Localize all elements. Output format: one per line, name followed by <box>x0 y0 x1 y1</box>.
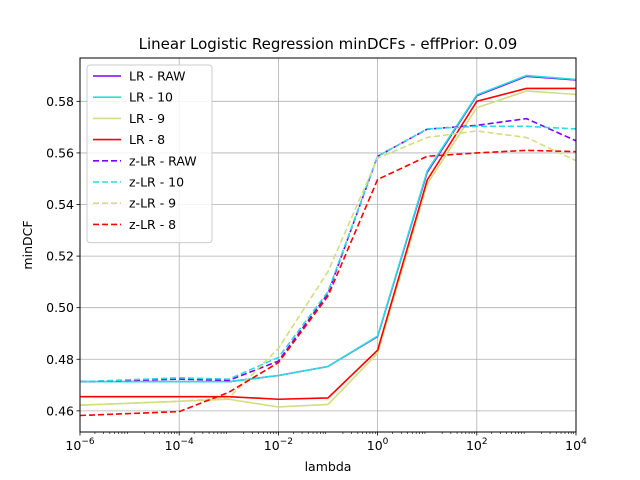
y-tick-label: 0.56 <box>46 145 74 160</box>
series-line-z-lr-10 <box>79 125 577 383</box>
series-line-lr-9 <box>79 90 577 408</box>
x-axis-ticks: 10−6 10−4 10−2 100 102 104 <box>65 432 587 453</box>
x-tick-label: 10−4 <box>165 437 194 453</box>
x-axis-label: lambda <box>305 459 352 474</box>
x-tick-label: 10−2 <box>264 437 293 453</box>
legend-label: z-LR - 10 <box>129 175 184 190</box>
legend-label: z-LR - 9 <box>129 196 176 211</box>
y-tick-label: 0.50 <box>46 300 74 315</box>
legend-label: z-LR - RAW <box>129 153 197 168</box>
series-line-z-lr-9 <box>79 130 577 406</box>
series-line-z-lr-raw <box>79 117 577 383</box>
y-tick-label: 0.58 <box>46 94 74 109</box>
y-tick-label: 0.52 <box>46 249 74 264</box>
legend-label: LR - 10 <box>129 90 173 105</box>
series-line-lr-8 <box>80 87 576 401</box>
y-tick-label: 0.48 <box>46 352 74 367</box>
legend-label: LR - 9 <box>129 111 165 126</box>
x-tick-label: 10−6 <box>65 437 94 453</box>
legend-label: LR - RAW <box>129 69 186 84</box>
y-axis-label: minDCF <box>20 220 35 269</box>
x-tick-label: 100 <box>367 437 389 453</box>
y-tick-label: 0.54 <box>46 197 74 212</box>
y-axis-ticks: 0.46 0.48 0.50 0.52 0.54 0.56 0.58 <box>46 94 80 418</box>
legend-box <box>86 64 213 244</box>
plot-series <box>79 74 577 417</box>
grid <box>79 58 577 432</box>
y-tick-label: 0.46 <box>46 403 74 418</box>
legend-label: LR - 8 <box>129 132 165 147</box>
x-tick-label: 102 <box>466 437 488 453</box>
series-line-z-lr-8 <box>79 149 577 417</box>
chart-title: Linear Logistic Regression minDCFs - eff… <box>139 35 518 53</box>
plot-area-frame <box>79 57 577 433</box>
legend: LR - RAW LR - 10 LR - 9 LR - 8 z-LR - RAW z-L… <box>86 64 213 244</box>
legend-label: z-LR - 8 <box>129 217 176 232</box>
x-tick-label: 104 <box>565 437 587 453</box>
series-line-lr-10 <box>80 74 577 383</box>
